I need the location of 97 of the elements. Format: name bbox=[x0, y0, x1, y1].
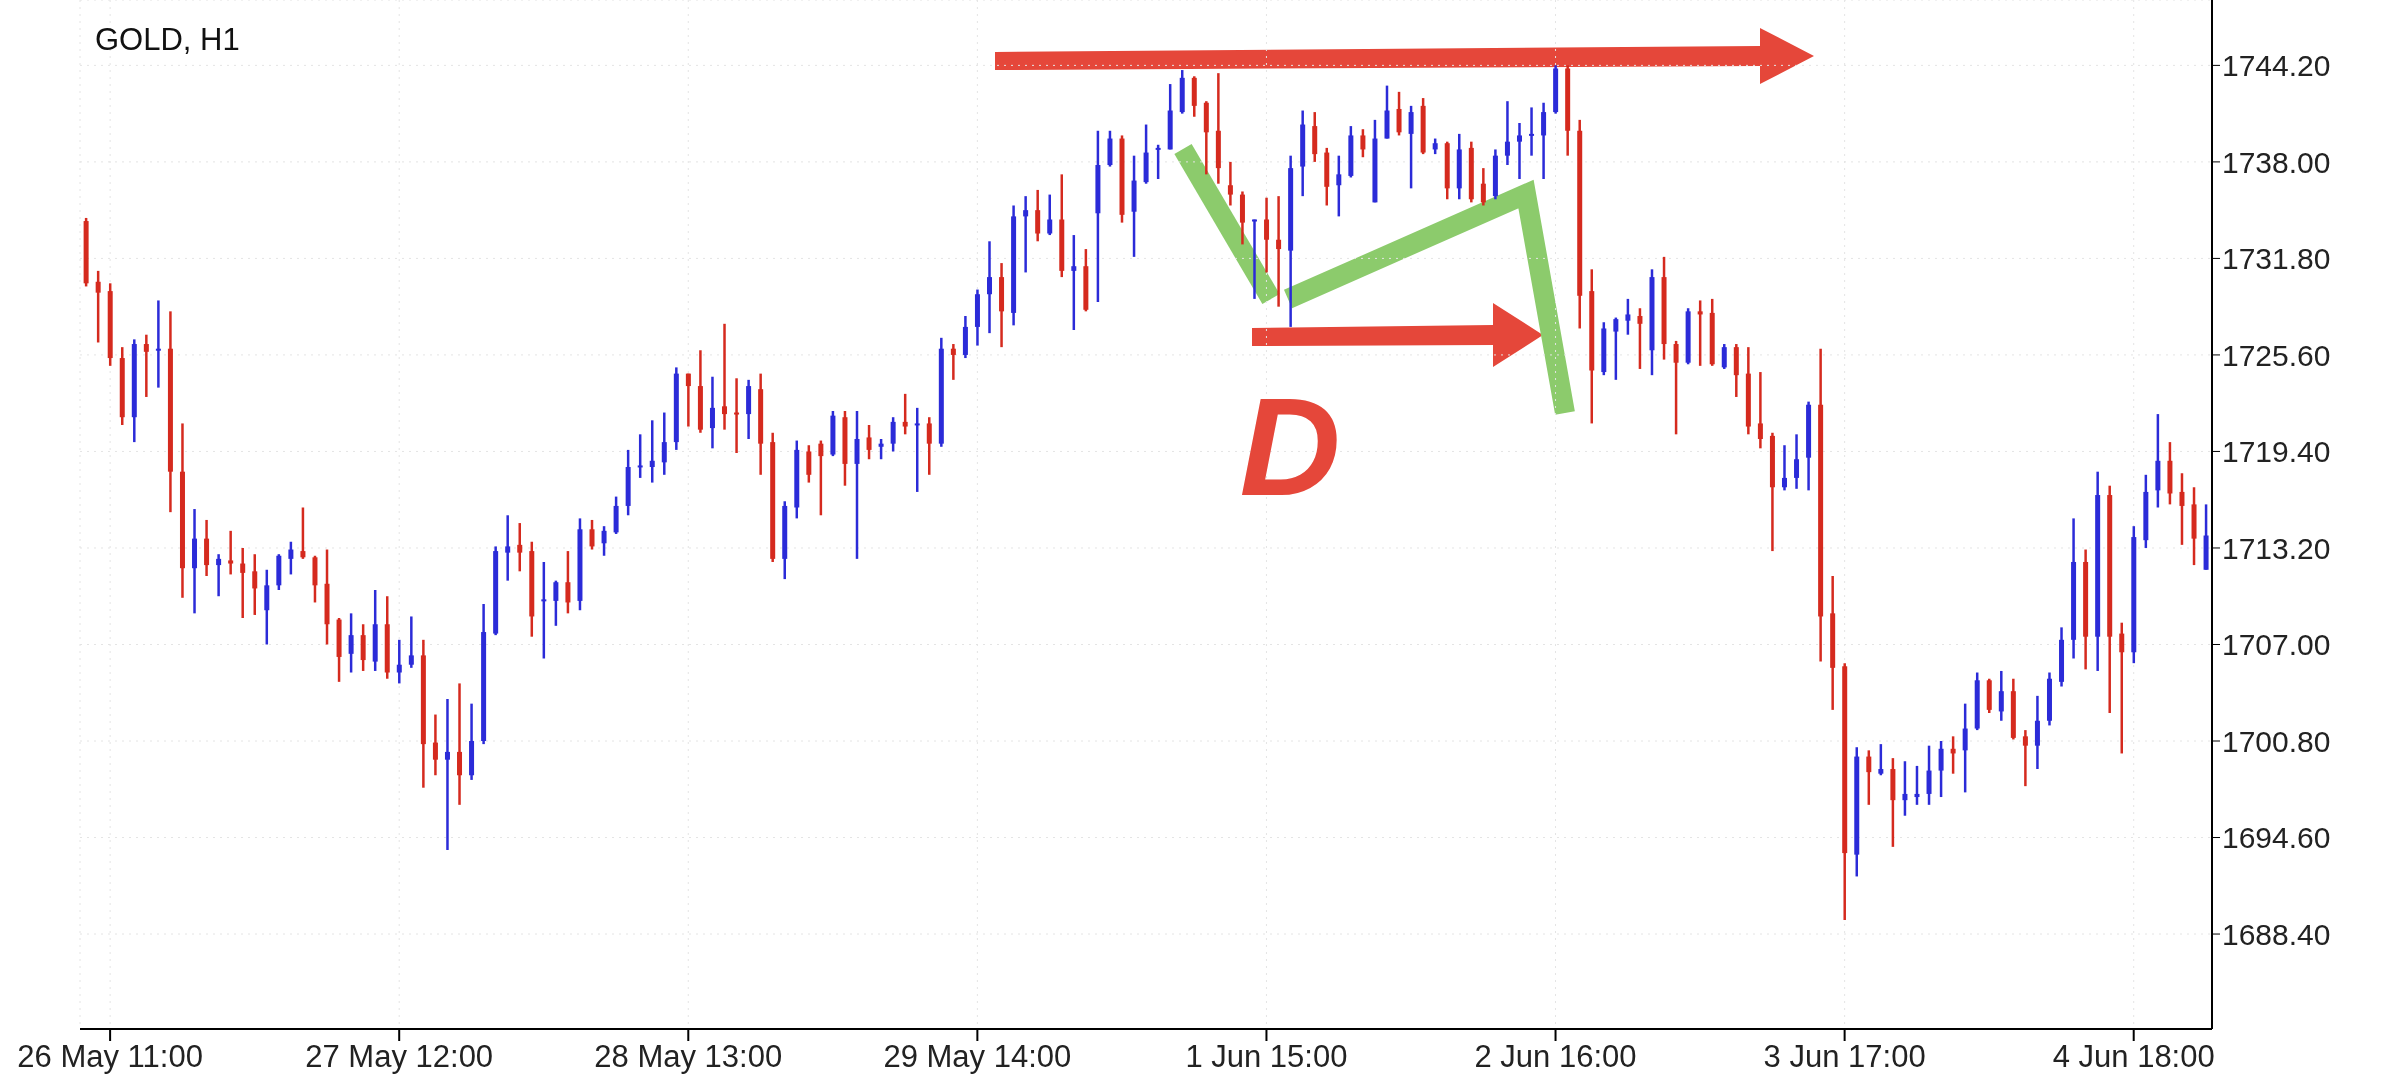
candlestick bbox=[1673, 339, 1679, 436]
candlestick bbox=[649, 419, 655, 484]
candlestick bbox=[1938, 739, 1944, 799]
candlestick bbox=[1637, 306, 1643, 371]
y-tick-label: 1707.00 bbox=[2222, 628, 2331, 662]
candlestick bbox=[1926, 744, 1932, 807]
candlestick bbox=[1529, 106, 1535, 157]
candlestick bbox=[709, 375, 715, 450]
y-tick-label: 1744.20 bbox=[2222, 49, 2331, 83]
candlestick bbox=[1781, 443, 1787, 492]
candlestick bbox=[444, 697, 450, 852]
y-tick-label: 1713.20 bbox=[2222, 531, 2331, 565]
candlestick bbox=[155, 299, 161, 389]
candlestick bbox=[1047, 193, 1053, 237]
candlestick bbox=[1697, 299, 1703, 368]
candlestick bbox=[1071, 233, 1077, 332]
candlestick bbox=[541, 560, 547, 660]
candlestick bbox=[866, 423, 872, 461]
y-tick-label: 1725.60 bbox=[2222, 338, 2331, 372]
candlestick bbox=[601, 524, 607, 557]
candlestick bbox=[143, 333, 149, 399]
candlestick bbox=[722, 322, 728, 431]
candlestick bbox=[685, 372, 691, 428]
candlestick bbox=[1541, 101, 1547, 181]
candlestick bbox=[1276, 194, 1282, 308]
candlestick bbox=[902, 392, 908, 436]
candlestick bbox=[1613, 316, 1619, 382]
x-tick-label: 3 Jun 17:00 bbox=[1763, 1039, 1926, 1074]
x-tick-label: 4 Jun 18:00 bbox=[2052, 1039, 2215, 1074]
candlestick bbox=[396, 638, 402, 685]
candlestick bbox=[1023, 194, 1029, 274]
candlestick bbox=[1408, 104, 1414, 190]
candlestick bbox=[1914, 764, 1920, 807]
candlestick bbox=[1336, 154, 1342, 218]
candlestick bbox=[432, 713, 438, 777]
candlestick bbox=[589, 518, 595, 551]
candlestick bbox=[818, 439, 824, 517]
candlestick bbox=[348, 612, 354, 674]
candlestick bbox=[565, 549, 571, 615]
candlestick bbox=[987, 240, 992, 335]
candlestick bbox=[240, 546, 246, 620]
candlestick bbox=[553, 579, 559, 628]
x-tick-label: 28 May 13:00 bbox=[594, 1039, 783, 1074]
y-tick-label: 1700.80 bbox=[2222, 724, 2331, 758]
candlestick bbox=[517, 521, 523, 573]
candlestick bbox=[95, 269, 101, 344]
candlestick bbox=[1721, 342, 1727, 371]
candlestick bbox=[2119, 621, 2125, 755]
candlestick bbox=[914, 406, 920, 494]
candlestick bbox=[1998, 669, 2004, 723]
candlestick bbox=[1035, 188, 1041, 243]
candlestick bbox=[734, 377, 740, 455]
candlestick bbox=[2179, 472, 2185, 547]
candlestick bbox=[408, 615, 414, 670]
candlestick bbox=[1625, 297, 1631, 336]
y-tick-label: 1731.80 bbox=[2222, 242, 2331, 276]
candlestick bbox=[1757, 370, 1763, 450]
candlestick bbox=[216, 552, 222, 598]
y-tick-label: 1719.40 bbox=[2222, 435, 2331, 469]
candlestick bbox=[1155, 143, 1161, 181]
candlestick bbox=[1962, 702, 1968, 794]
candlestick bbox=[1504, 99, 1510, 167]
x-tick-label: 1 Jun 15:00 bbox=[1185, 1039, 1348, 1074]
candlestick bbox=[926, 415, 932, 477]
candlestick bbox=[1480, 166, 1486, 207]
candlestick bbox=[637, 433, 643, 480]
candlestick bbox=[288, 540, 294, 576]
x-tick-label: 29 May 14:00 bbox=[883, 1039, 1072, 1074]
candlestick bbox=[1516, 121, 1522, 181]
candlestick bbox=[950, 342, 956, 382]
candlestick bbox=[878, 437, 884, 461]
candlestick bbox=[252, 552, 258, 617]
candlestick bbox=[1227, 160, 1233, 207]
candlestick bbox=[806, 443, 812, 484]
annotation: D bbox=[1239, 368, 1341, 525]
candlestick bbox=[228, 529, 234, 576]
candlestick bbox=[661, 411, 667, 477]
candlestick bbox=[300, 506, 306, 561]
candlestick bbox=[1264, 196, 1270, 274]
candlestick bbox=[1878, 742, 1884, 777]
candlestick bbox=[1396, 90, 1402, 137]
y-tick-label: 1694.60 bbox=[2222, 821, 2331, 855]
x-tick-label: 26 May 11:00 bbox=[17, 1039, 203, 1074]
x-tick-label: 2 Jun 16:00 bbox=[1474, 1039, 1637, 1074]
candlestick bbox=[505, 514, 511, 582]
candlestick bbox=[1252, 218, 1257, 301]
candlestick bbox=[457, 682, 463, 807]
candlestick bbox=[1866, 749, 1872, 807]
candlestick bbox=[890, 415, 896, 453]
text: GOLD, H1 bbox=[95, 22, 240, 58]
candlestick bbox=[2022, 728, 2028, 788]
x-tick-label: 27 May 12:00 bbox=[305, 1039, 494, 1074]
y-tick-label: 1738.00 bbox=[2222, 145, 2331, 179]
candlestick bbox=[1902, 759, 1908, 817]
candlestick bbox=[1360, 127, 1366, 159]
candlestick bbox=[1794, 433, 1800, 491]
y-tick-label: 1688.40 bbox=[2222, 917, 2331, 951]
